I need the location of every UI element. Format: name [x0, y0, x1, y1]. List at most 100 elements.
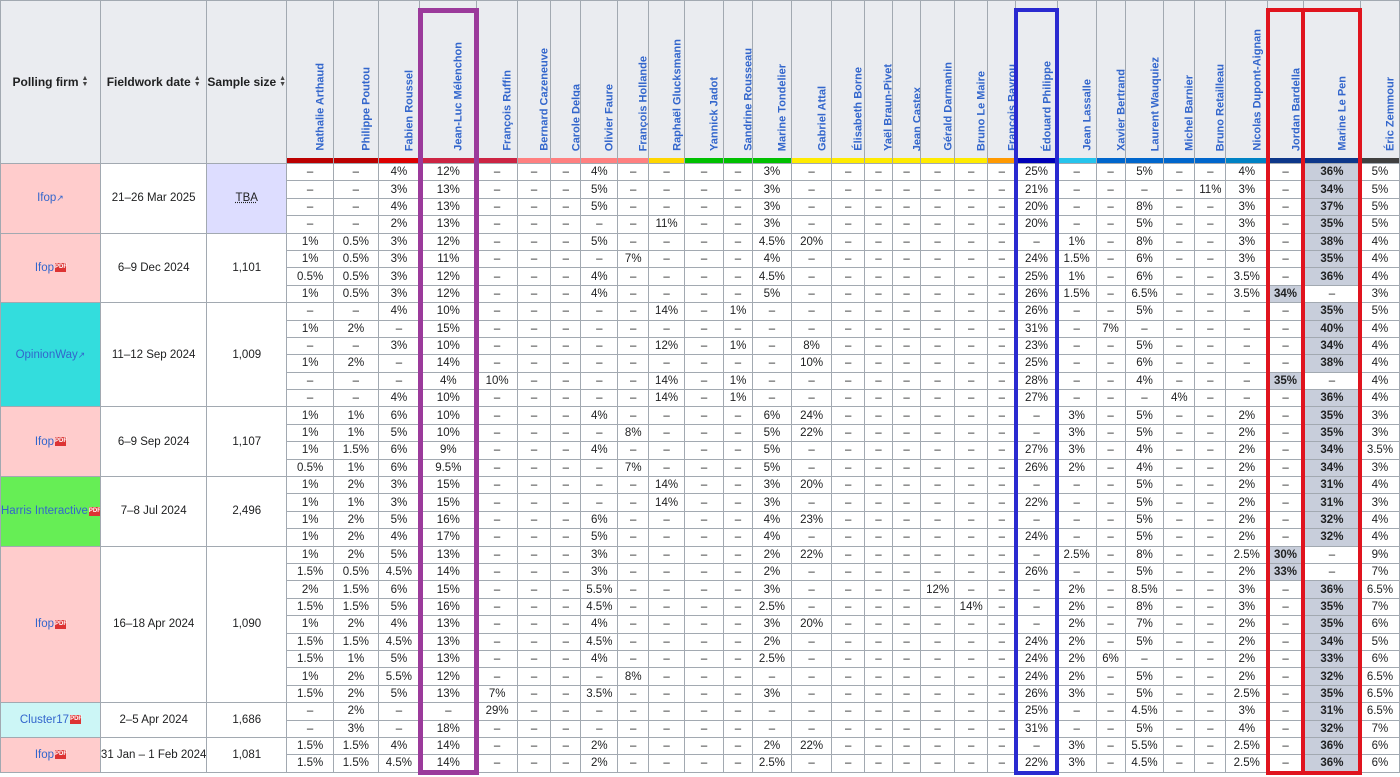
poll-value-cell: – — [723, 284, 753, 304]
poll-value-cell: 0.5% — [286, 267, 335, 286]
polling-firm-link[interactable]: Ifop — [34, 748, 55, 761]
candidate-header[interactable]: Nicolas Dupont-Aignan — [1225, 0, 1269, 164]
candidate-header[interactable]: Olivier Faure — [580, 0, 619, 164]
candidate-header[interactable]: Laurent Wauquiez — [1124, 0, 1165, 164]
candidate-header[interactable]: Jean-Luc Mélenchon — [419, 0, 478, 164]
candidate-header[interactable]: Xavier Bertrand — [1095, 0, 1126, 164]
candidate-name-link[interactable]: Jordan Bardella — [1290, 67, 1303, 151]
sort-icon[interactable]: ▲ ▼ — [279, 75, 287, 88]
candidate-header[interactable]: François Hollande — [617, 0, 650, 164]
external-link-icon[interactable]: ↗ — [56, 193, 64, 204]
candidate-header[interactable]: Gérald Darmanin — [920, 0, 956, 164]
candidate-header[interactable]: Carole Delga — [550, 0, 582, 164]
candidate-name-link[interactable]: Sandrine Rousseau — [742, 48, 753, 151]
candidate-name-link[interactable]: Laurent Wauquiez — [1149, 56, 1161, 151]
candidate-header[interactable]: Yannick Jadot — [683, 0, 725, 164]
poll-value-cell: – — [1163, 719, 1196, 738]
pdf-icon[interactable]: PDF — [88, 506, 101, 516]
candidate-header[interactable]: Bernard Cazeneuve — [516, 0, 552, 164]
candidate-header[interactable]: Bruno Le Maire — [954, 0, 989, 164]
pdf-icon[interactable]: PDF — [55, 619, 68, 629]
candidate-name-link[interactable]: François Hollande — [637, 55, 649, 151]
candidate-header[interactable]: François Bayrou — [987, 0, 1017, 164]
candidate-name-link[interactable]: Yaël Braun-Pivet — [882, 64, 893, 151]
candidate-name-link[interactable]: Yannick Jadot — [708, 77, 721, 151]
candidate-name-link[interactable]: Carole Delga — [570, 83, 581, 151]
poll-value-cell: 3% — [1359, 493, 1400, 512]
poll-value-cell: – — [1163, 371, 1196, 391]
candidate-name-link[interactable]: Jean-Luc Mélenchon — [452, 42, 465, 151]
polling-firm-link[interactable]: Harris Interactive — [1, 505, 88, 518]
sample-size-cell: 1,009 — [206, 302, 288, 408]
candidate-header[interactable]: Jean Lassalle — [1056, 0, 1097, 164]
polling-firm-link[interactable]: Ifop — [34, 261, 55, 274]
poll-value-cell: – — [617, 702, 650, 721]
candidate-header[interactable]: Élisabeth Borne — [831, 0, 865, 164]
candidate-name-link[interactable]: Gérald Darmanin — [942, 62, 955, 151]
candidate-header[interactable]: Fabien Roussel — [377, 0, 421, 164]
candidate-name-link[interactable]: Élisabeth Borne — [852, 67, 865, 151]
pdf-icon[interactable]: PDF — [70, 715, 83, 725]
candidate-name-link[interactable]: François Ruffin — [501, 70, 514, 151]
candidate-name-link[interactable]: Fabien Roussel — [403, 69, 416, 151]
candidate-name-link[interactable]: Olivier Faure — [603, 83, 616, 151]
candidate-header[interactable]: Gabriel Attal — [790, 0, 833, 164]
polling-firm-header[interactable]: Polling firm ▲ ▼ — [0, 0, 101, 164]
candidate-name-link[interactable]: Raphaël Glucksmann — [671, 39, 684, 151]
candidate-name-link[interactable]: Bernard Cazeneuve — [538, 48, 551, 151]
candidate-header[interactable]: Édouard Philippe — [1015, 0, 1058, 164]
polling-firm-link[interactable]: Ifop — [37, 192, 57, 205]
candidate-header[interactable]: Marine Le Pen — [1302, 0, 1361, 164]
fieldwork-header[interactable]: Fieldwork date ▲ ▼ — [99, 0, 208, 164]
candidate-name-link[interactable]: Marine Le Pen — [1336, 76, 1349, 151]
polling-firm-link[interactable]: Ifop — [34, 618, 55, 631]
candidate-name-link[interactable]: Édouard Philippe — [1041, 60, 1054, 151]
candidate-name-link[interactable]: Nicolas Dupont-Aignan — [1251, 29, 1264, 151]
candidate-header[interactable]: Jean Castex — [892, 0, 922, 164]
pdf-icon[interactable]: PDF — [55, 263, 68, 273]
poll-value-cell: – — [987, 580, 1017, 599]
candidate-name-link[interactable]: Jean Castex — [911, 86, 921, 151]
polling-firm-link[interactable]: Ifop — [34, 435, 55, 448]
poll-value-cell: – — [683, 667, 725, 686]
poll-value-cell: – — [920, 162, 956, 182]
header-row: Polling firm ▲ ▼ Fieldwork date ▲ ▼ Sample s… — [0, 0, 1400, 164]
candidate-name-link[interactable]: Jean Lassalle — [1081, 79, 1094, 151]
candidate-header[interactable]: Bruno Retailleau — [1194, 0, 1227, 164]
candidate-name-link[interactable]: Gabriel Attal — [816, 86, 829, 151]
external-link-icon[interactable]: ↗ — [77, 349, 86, 360]
poll-value-cell: – — [863, 510, 894, 530]
sample-size-header[interactable]: Sample size ▲ ▼ — [206, 0, 288, 164]
poll-value-cell: 4% — [580, 441, 619, 460]
candidate-header[interactable]: Raphaël Glucksmann — [648, 0, 685, 164]
candidate-header[interactable]: Michel Barnier — [1163, 0, 1196, 164]
poll-value-cell: – — [1015, 476, 1058, 495]
poll-value-cell: – — [683, 249, 725, 269]
poll-value-cell: 6.5% — [1359, 702, 1400, 721]
candidate-header[interactable]: François Ruffin — [476, 0, 518, 164]
sort-icon[interactable]: ▲ ▼ — [193, 75, 201, 88]
candidate-name-link[interactable]: Philippe Poutou — [360, 67, 373, 151]
candidate-name-link[interactable]: François Bayrou — [1006, 64, 1016, 151]
polling-firm-link[interactable]: OpinionWay — [15, 348, 78, 361]
candidate-name-link[interactable]: Xavier Bertrand — [1115, 69, 1126, 151]
candidate-header[interactable]: Marine Tondelier — [751, 0, 792, 164]
candidate-header[interactable]: Yaël Braun-Pivet — [863, 0, 894, 164]
poll-value-cell: 14% — [954, 597, 989, 617]
candidate-name-link[interactable]: Marine Tondelier — [776, 63, 789, 151]
candidate-header[interactable]: Jordan Bardella — [1267, 0, 1304, 164]
pdf-icon[interactable]: PDF — [55, 437, 68, 447]
sort-icon[interactable]: ▲ ▼ — [81, 75, 89, 88]
candidate-header[interactable]: Sandrine Rousseau — [723, 0, 753, 164]
candidate-name-link[interactable]: Éric Zemmour — [1384, 77, 1397, 151]
candidate-header[interactable]: Philippe Poutou — [333, 0, 379, 164]
candidate-name-link[interactable]: Bruno Retailleau — [1214, 63, 1226, 151]
poll-value-cell: 40% — [1302, 319, 1361, 338]
candidate-header[interactable]: Nathalie Arthaud — [286, 0, 335, 164]
candidate-name-link[interactable]: Bruno Le Maire — [975, 70, 988, 151]
polling-firm-link[interactable]: Cluster17 — [19, 714, 70, 726]
candidate-name-link[interactable]: Michel Barnier — [1183, 75, 1195, 151]
candidate-name-link[interactable]: Nathalie Arthaud — [314, 63, 327, 151]
pdf-icon[interactable]: PDF — [55, 750, 68, 760]
candidate-header[interactable]: Éric Zemmour — [1359, 0, 1400, 164]
